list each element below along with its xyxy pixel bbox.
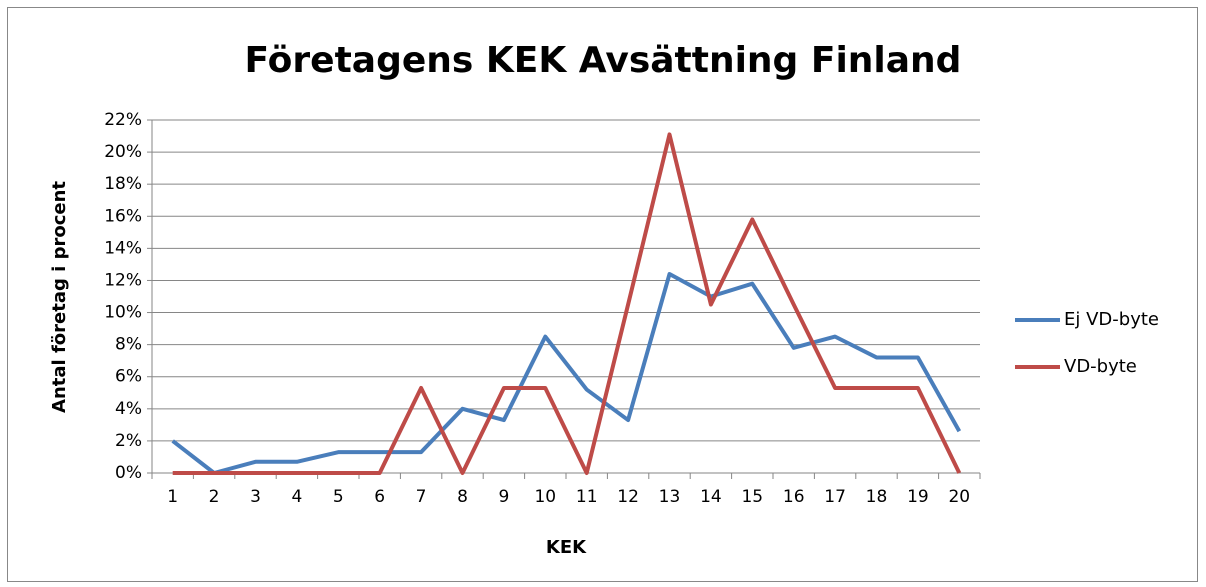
y-tick-label: 16%	[104, 206, 142, 226]
x-tick-label: 2	[209, 487, 220, 507]
x-tick-label: 3	[250, 487, 261, 507]
legend-label: Ej VD-byte	[1064, 309, 1159, 330]
x-tick-label: 18	[866, 487, 888, 507]
series-line	[171, 272, 962, 475]
chart-frame	[7, 7, 1198, 582]
y-tick-label: 8%	[115, 335, 142, 355]
x-tick-label: 4	[291, 487, 302, 507]
x-tick-label: 17	[824, 487, 846, 507]
x-tick-label: 8	[457, 487, 468, 507]
y-tick-label: 2%	[115, 431, 142, 451]
x-tick-label: 13	[659, 487, 681, 507]
y-tick-label: 12%	[104, 270, 142, 290]
y-tick-label: 4%	[115, 399, 142, 419]
y-tick-label: 22%	[104, 110, 142, 130]
y-tick-label: 10%	[104, 303, 142, 323]
x-tick-label: 16	[783, 487, 805, 507]
x-tick-label: 7	[416, 487, 427, 507]
x-tick-label: 12	[617, 487, 639, 507]
y-tick-label: 20%	[104, 142, 142, 162]
x-axis-label: KEK	[546, 537, 587, 558]
x-tick-label: 1	[167, 487, 178, 507]
series-line	[172, 132, 962, 475]
legend-label: VD-byte	[1064, 356, 1137, 377]
x-tick-label: 11	[576, 487, 598, 507]
x-tick-label: 10	[534, 487, 556, 507]
x-tick-label: 19	[907, 487, 929, 507]
y-tick-label: 18%	[104, 174, 142, 194]
x-tick-label: 14	[700, 487, 722, 507]
x-tick-label: 6	[374, 487, 385, 507]
y-tick-label: 0%	[115, 463, 142, 483]
x-tick-label: 5	[333, 487, 344, 507]
x-tick-label: 15	[741, 487, 763, 507]
x-tick-label: 9	[498, 487, 509, 507]
y-axis-label: Antal företag i procent	[49, 181, 70, 413]
y-tick-label: 6%	[115, 367, 142, 387]
y-tick-label: 14%	[104, 238, 142, 258]
x-tick-label: 20	[948, 487, 970, 507]
chart-title: Företagens KEK Avsättning Finland	[245, 40, 962, 81]
